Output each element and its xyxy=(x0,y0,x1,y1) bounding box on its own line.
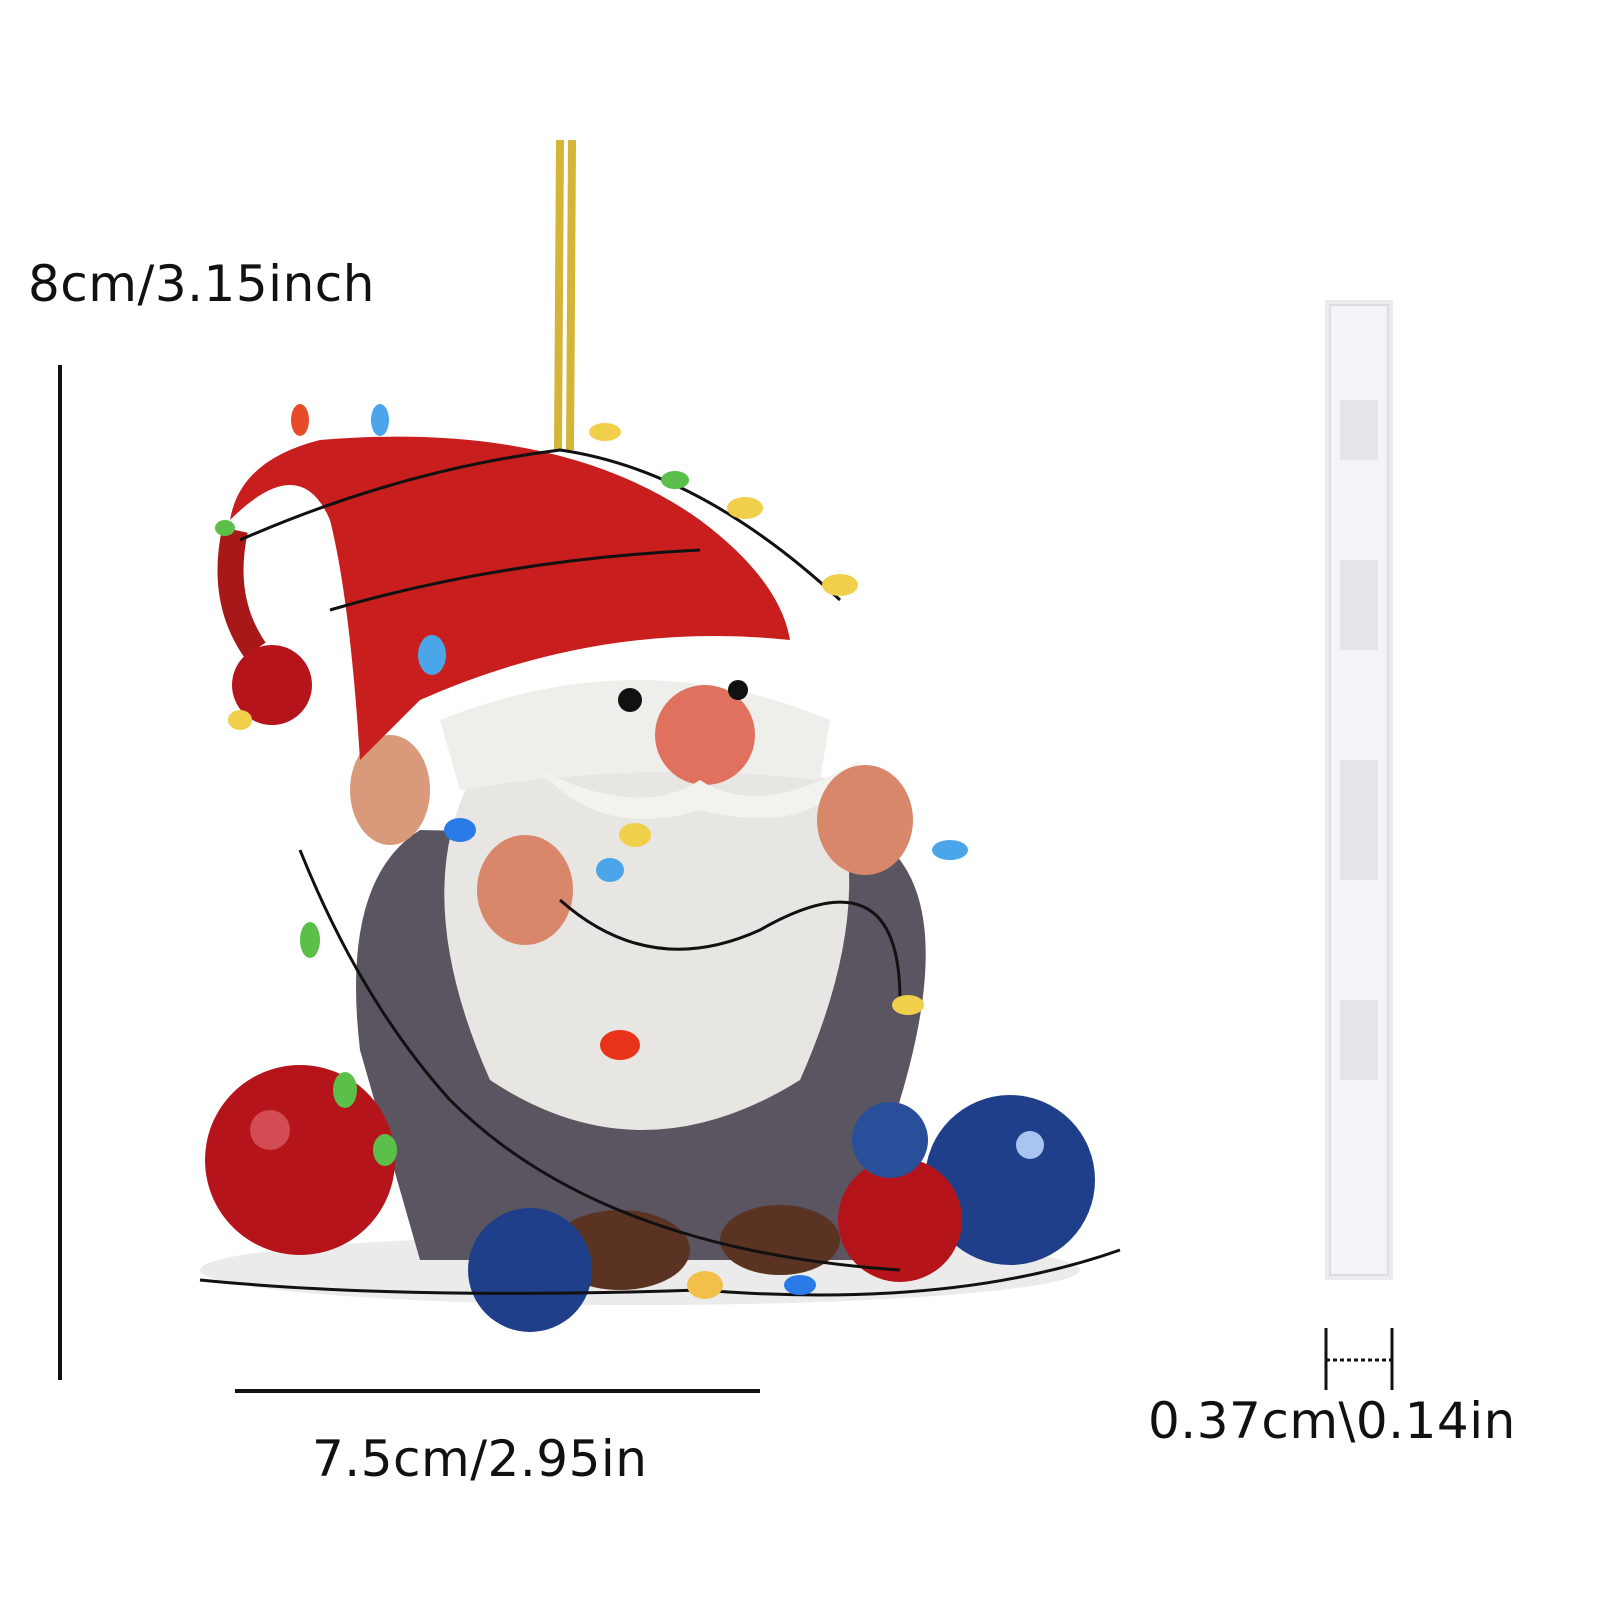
thickness-marker xyxy=(1324,1328,1394,1390)
gnome-ornament xyxy=(200,436,1080,1305)
height-line xyxy=(58,365,62,1380)
height-label: 8cm/3.15inch xyxy=(28,255,375,313)
side-view-ornament xyxy=(1325,300,1393,1280)
width-line xyxy=(235,1389,760,1393)
string-lights xyxy=(199,448,1121,1297)
light-bulbs xyxy=(215,404,968,1299)
width-label: 7.5cm/2.95in xyxy=(312,1430,648,1488)
hanging-string xyxy=(554,139,576,451)
thickness-label: 0.37cm\0.14in xyxy=(1148,1392,1516,1450)
baubles xyxy=(205,1065,1095,1332)
